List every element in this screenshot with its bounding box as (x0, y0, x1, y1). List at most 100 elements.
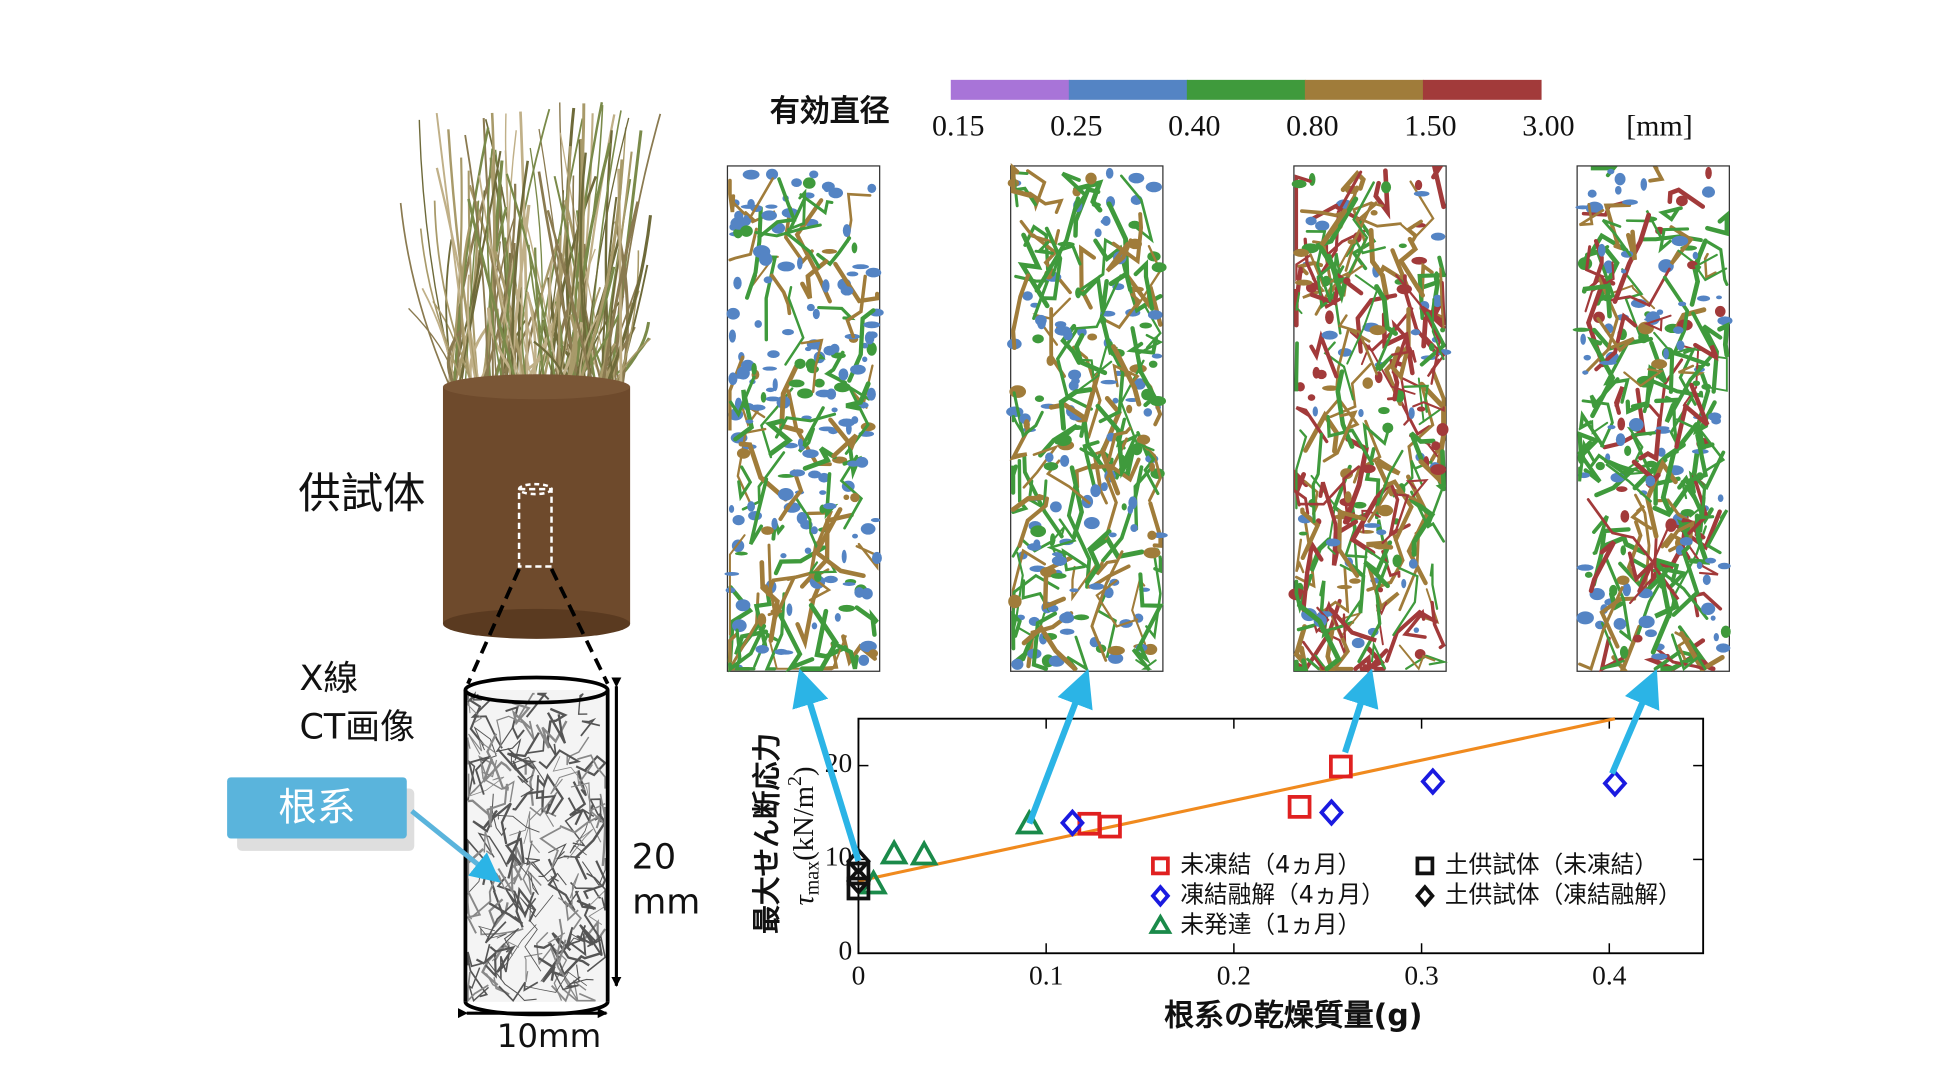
root-blob (1692, 251, 1699, 260)
root-blob (852, 264, 869, 270)
root-blob (1336, 585, 1353, 590)
root-strand (845, 274, 867, 339)
root-strand (1395, 274, 1441, 385)
grass-blade (486, 148, 504, 387)
root-blob (860, 523, 876, 535)
root-blob (1050, 572, 1067, 579)
root-blob (761, 210, 777, 221)
root-strand (1352, 419, 1382, 484)
root-blob (774, 648, 788, 655)
root-strand (1366, 562, 1400, 613)
root-blob (1027, 543, 1042, 551)
root-blob (1587, 189, 1597, 198)
root-blob (831, 407, 838, 413)
root-blob (1148, 360, 1158, 368)
root-strand (1034, 196, 1081, 293)
root-strand (1658, 206, 1683, 222)
pointer-arrow (792, 668, 862, 862)
root-strand (1076, 274, 1105, 313)
root-strand (1600, 622, 1625, 670)
root-strand (1051, 244, 1082, 277)
root-strand (824, 350, 847, 385)
root-blob (1580, 333, 1586, 345)
root-blob (745, 419, 754, 424)
root-blob (1398, 243, 1407, 249)
root-strand (1660, 422, 1699, 514)
root-strand (1581, 283, 1612, 319)
root-strand (1376, 449, 1404, 506)
root-blob (1359, 530, 1375, 534)
root-blob (845, 422, 852, 435)
root-strand (1090, 550, 1124, 662)
root-strand (1693, 342, 1719, 362)
ct-root (496, 715, 526, 747)
root-blob (1377, 587, 1384, 593)
root-blob (1658, 578, 1666, 590)
ct-root (518, 692, 535, 741)
root-strand (1337, 509, 1367, 578)
ct-label: CT画像 (299, 708, 415, 748)
root-strand (1625, 399, 1647, 415)
root-images (724, 162, 1733, 674)
root-strand (1668, 350, 1711, 394)
root-blob (1071, 425, 1083, 431)
root-strand (1105, 238, 1133, 273)
root-strand (1381, 493, 1410, 545)
fit-line (858, 717, 1616, 883)
root-blob (1151, 262, 1167, 273)
root-strand (1322, 410, 1358, 463)
root-strand (1682, 536, 1719, 576)
ct-root (550, 771, 580, 795)
root-blob (1416, 406, 1426, 412)
y-axis-label-part: 2 (784, 776, 806, 786)
pointer-arrows (792, 668, 1660, 862)
root-strand (1095, 579, 1139, 628)
marker-square (1098, 814, 1122, 839)
root-blob (1622, 199, 1638, 205)
ct-root (539, 826, 562, 869)
root-strand (816, 236, 852, 267)
ct-root (574, 890, 597, 911)
root-strand (1011, 610, 1022, 651)
ct-root (578, 763, 594, 791)
ct-root (512, 857, 539, 896)
root-blob (1428, 343, 1435, 352)
root-blob (1105, 167, 1114, 179)
ct-root (580, 717, 601, 737)
ct-root (496, 876, 535, 919)
root-strand (1058, 387, 1093, 431)
root-strand (1095, 559, 1118, 576)
root-blob (1349, 578, 1361, 584)
root-strand (1294, 174, 1312, 253)
colorbar-segment (1304, 79, 1424, 100)
root-strand (1578, 203, 1605, 227)
root-strand (777, 612, 815, 673)
root-strand (1303, 410, 1340, 454)
root-blob (1377, 504, 1394, 517)
root-blob (789, 469, 806, 477)
root-strand (795, 582, 822, 650)
root-blob (1050, 533, 1056, 546)
root-strand (1010, 162, 1034, 199)
root-strand (1326, 253, 1349, 304)
root-strand (1353, 648, 1389, 674)
grass-blade (433, 200, 474, 388)
marker-diamond (1150, 884, 1171, 908)
root-strand (1092, 450, 1108, 505)
root-strand (1667, 187, 1706, 209)
root-strand (1703, 252, 1717, 280)
grass-blade (546, 210, 594, 388)
root-pointer (410, 809, 501, 883)
grass-blade (467, 198, 519, 388)
sample-outline (517, 487, 553, 568)
root-blob (851, 416, 859, 424)
root-blob (1701, 602, 1716, 615)
ct-root (468, 733, 497, 755)
root-strand (1606, 267, 1671, 308)
root-blob (1716, 295, 1722, 300)
root-strand (1653, 331, 1705, 356)
root-blob (1584, 571, 1593, 578)
root-strand (813, 507, 866, 579)
